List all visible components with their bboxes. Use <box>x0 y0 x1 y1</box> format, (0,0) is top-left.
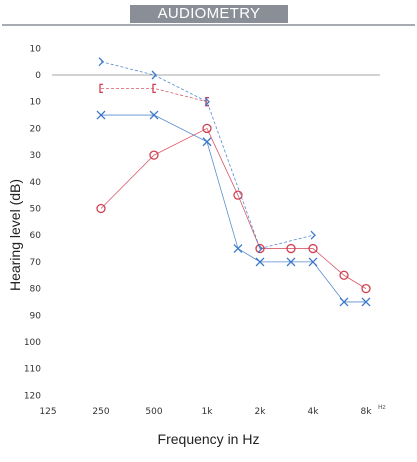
y-tick-label: 20 <box>30 124 42 134</box>
x-tick-label: 8k <box>361 407 373 417</box>
data-point-x <box>339 297 349 307</box>
data-point-chevron <box>310 230 316 240</box>
series-line-x <box>101 114 366 303</box>
y-tick-label: 80 <box>30 285 42 295</box>
chart-title-banner: AUDIOMETRY <box>130 5 288 23</box>
y-tick-label: 70 <box>30 258 42 268</box>
banner-divider <box>2 24 415 26</box>
data-point-x <box>308 257 318 267</box>
series-line-chevron <box>100 61 314 250</box>
x-unit-label: Hz <box>378 404 386 411</box>
data-point-circle <box>255 243 265 254</box>
x-tick-label: 250 <box>92 407 109 417</box>
data-point-circle <box>149 150 159 160</box>
y-tick-label: 50 <box>30 205 42 215</box>
y-tick-label: 40 <box>30 178 42 188</box>
data-point-circle <box>361 283 371 294</box>
data-point-circle <box>202 123 212 134</box>
data-point-circle <box>233 190 243 200</box>
data-point-bracket <box>205 97 209 107</box>
data-point-x <box>96 110 106 120</box>
data-point-chevron <box>98 57 104 67</box>
x-tick-label: 4k <box>308 407 320 417</box>
data-point-circle <box>339 270 349 280</box>
data-point-bracket <box>152 83 156 93</box>
x-tick-label: 1k <box>202 407 214 417</box>
y-tick-label: 120 <box>24 391 41 401</box>
data-point-x <box>149 110 159 120</box>
data-point-x <box>202 137 212 147</box>
data-point-x <box>233 244 243 254</box>
data-point-circle <box>96 203 106 214</box>
data-point-circle <box>286 243 296 254</box>
data-point-circle <box>308 243 318 254</box>
y-tick-label: 10 <box>30 98 42 108</box>
data-point-x <box>286 257 296 267</box>
x-tick-label: 2k <box>255 407 267 417</box>
series-layer <box>96 57 371 307</box>
series-line-circle <box>100 127 367 289</box>
y-tick-label: 60 <box>30 231 42 241</box>
x-axis-label: Frequency in Hz <box>157 431 260 447</box>
data-point-chevron <box>151 70 157 80</box>
data-point-chevron <box>257 244 263 254</box>
y-tick-label: 110 <box>24 365 41 375</box>
y-axis-label: Hearing level (dB) <box>7 179 23 291</box>
data-point-x <box>361 297 371 307</box>
x-tick-label: 125 <box>39 407 56 417</box>
y-tick-label: 100 <box>24 338 41 348</box>
y-tick-label: 30 <box>30 151 42 161</box>
x-tick-label: 500 <box>145 407 162 417</box>
y-tick-label: 0 <box>35 71 41 81</box>
y-tick-label: 90 <box>30 311 42 321</box>
y-tick-label: 10 <box>30 44 42 54</box>
data-point-x <box>255 257 265 267</box>
series-line-bracket <box>101 87 208 103</box>
data-point-bracket <box>99 83 103 93</box>
data-point-chevron <box>204 97 210 107</box>
